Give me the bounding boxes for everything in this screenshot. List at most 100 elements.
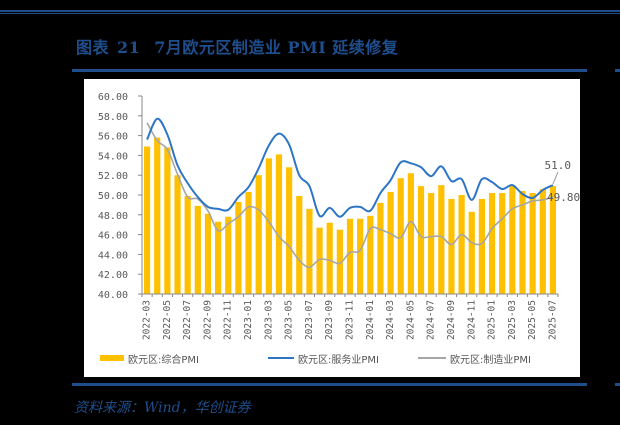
line-manufacturing-pmi — [146, 122, 554, 269]
bar-composite-pmi — [164, 147, 171, 294]
y-tick-label: 52.00 — [98, 171, 128, 182]
legend-swatch-blue-line — [268, 357, 294, 359]
chart-legend: 欧元区:综合PMI 欧元区:服务业PMI 欧元区:制造业PMI — [100, 348, 570, 368]
legend-label: 欧元区:服务业PMI — [298, 354, 379, 366]
x-tick-label: 2025-07 — [547, 300, 558, 340]
bar-composite-pmi — [478, 198, 486, 294]
legend-item-composite: 欧元区:综合PMI — [100, 348, 199, 368]
y-tick-label: 44.00 — [98, 250, 128, 261]
bar-composite-pmi — [438, 185, 445, 294]
x-tick-label: 2024-05 — [405, 300, 416, 340]
y-tick-label: 60.00 — [98, 92, 128, 103]
bar-composite-pmi — [265, 158, 272, 294]
x-tick-label: 2024-11 — [466, 300, 477, 340]
bar-composite-pmi — [316, 227, 323, 294]
bar-composite-pmi — [296, 195, 303, 294]
bar-composite-pmi — [519, 191, 526, 294]
bar-composite-pmi — [509, 186, 516, 294]
bar-composite-pmi — [407, 173, 414, 294]
bar-composite-pmi — [174, 175, 181, 294]
x-tick-label: 2025-01 — [487, 300, 498, 340]
y-tick-label: 50.00 — [98, 191, 128, 202]
legend-swatch-bar — [100, 355, 124, 361]
bar-composite-pmi — [336, 229, 343, 294]
bar-composite-pmi — [275, 154, 283, 294]
bar-composite-pmi — [245, 192, 252, 294]
title-underline-right — [615, 69, 620, 72]
bar-composite-pmi — [377, 202, 384, 294]
x-tick-label: 2023-07 — [304, 300, 315, 340]
annotation-services-latest: 51.0 — [545, 159, 572, 172]
y-tick-label: 58.00 — [98, 112, 128, 123]
bottom-rule-right — [615, 383, 620, 386]
x-tick-label: 2022-05 — [162, 300, 173, 340]
bar-composite-pmi — [488, 193, 496, 294]
x-tick-label: 2022-03 — [142, 300, 153, 340]
title-underline — [72, 69, 587, 72]
x-tick-label: 2025-03 — [507, 300, 518, 340]
y-tick-label: 42.00 — [98, 270, 128, 281]
bar-composite-pmi — [204, 213, 212, 294]
top-double-rule-1 — [0, 10, 620, 12]
x-tick-label: 2023-01 — [243, 300, 254, 340]
bar-composite-pmi — [458, 195, 465, 294]
bar-composite-pmi — [468, 211, 475, 294]
x-tick-label: 2023-09 — [324, 300, 335, 340]
x-tick-label: 2022-07 — [182, 300, 193, 340]
bar-composite-pmi — [549, 186, 557, 294]
bar-composite-pmi — [143, 146, 151, 294]
bar-composite-pmi — [499, 193, 506, 294]
x-tick-label: 2022-11 — [223, 300, 234, 340]
y-tick-label: 54.00 — [98, 151, 128, 162]
bar-composite-pmi — [154, 137, 161, 294]
bar-composite-pmi — [184, 195, 191, 294]
bar-composite-pmi — [194, 205, 201, 294]
bar-composite-pmi — [397, 178, 404, 294]
figure-label: 图表 — [76, 38, 110, 57]
annotation-manufacturing-latest: 49.80 — [547, 191, 580, 204]
y-tick-label: 56.00 — [98, 132, 128, 143]
bar-composite-pmi — [539, 189, 546, 294]
annotation-leader — [552, 171, 559, 185]
x-tick-label: 2023-03 — [263, 300, 274, 340]
pmi-chart: 40.00 42.00 44.00 46.00 48.00 50.00 52.00 54.00… — [98, 92, 580, 340]
x-tick-label: 2024-09 — [446, 300, 457, 340]
x-tick-label: 2023-05 — [284, 300, 295, 340]
figure-number: 21 — [117, 38, 141, 57]
x-tick-label: 2025-05 — [527, 300, 538, 340]
figure-title: 图表 21 7月欧元区制造业 PMI 延续修复 — [76, 34, 398, 58]
top-double-rule-2 — [0, 13, 620, 14]
bar-composite-pmi — [448, 198, 455, 294]
x-tick-label: 2022-09 — [202, 300, 213, 340]
figure-title-text: 7月欧元区制造业 PMI 延续修复 — [154, 38, 399, 57]
x-tick-label: 2024-03 — [385, 300, 396, 340]
bar-composite-pmi — [387, 192, 394, 294]
bar-composite-pmi — [417, 186, 425, 294]
bar-composite-pmi — [367, 215, 374, 294]
legend-swatch-grey-line — [418, 357, 446, 359]
bar-composite-pmi — [286, 167, 293, 294]
bar-composite-pmi — [346, 218, 354, 294]
bar-composite-pmi — [357, 218, 364, 294]
bar-composite-pmi — [235, 201, 242, 294]
x-tick-label: 2023-11 — [345, 300, 356, 340]
bottom-rule — [72, 383, 587, 386]
legend-label: 欧元区:综合PMI — [128, 354, 199, 366]
line-services-pmi — [146, 117, 554, 218]
legend-item-manufacturing: 欧元区:制造业PMI — [418, 348, 531, 368]
bar-composite-pmi — [428, 193, 435, 294]
bar-composite-pmi — [326, 222, 333, 294]
chart-panel: 40.00 42.00 44.00 46.00 48.00 50.00 52.00 54.00… — [84, 79, 580, 377]
legend-label: 欧元区:制造业PMI — [450, 354, 531, 366]
y-tick-label: 46.00 — [98, 231, 128, 242]
x-tick-label: 2024-07 — [426, 300, 437, 340]
legend-item-services: 欧元区:服务业PMI — [268, 348, 379, 368]
y-tick-label: 40.00 — [98, 290, 128, 301]
y-tick-label: 48.00 — [98, 211, 128, 222]
bar-composite-pmi — [225, 216, 232, 294]
bar-composite-pmi — [255, 175, 262, 294]
x-tick-label: 2024-01 — [365, 300, 376, 340]
bar-composite-pmi — [214, 221, 222, 294]
bar-composite-pmi — [529, 193, 536, 294]
source-note: 资料来源：Wind，华创证券 — [74, 400, 251, 416]
